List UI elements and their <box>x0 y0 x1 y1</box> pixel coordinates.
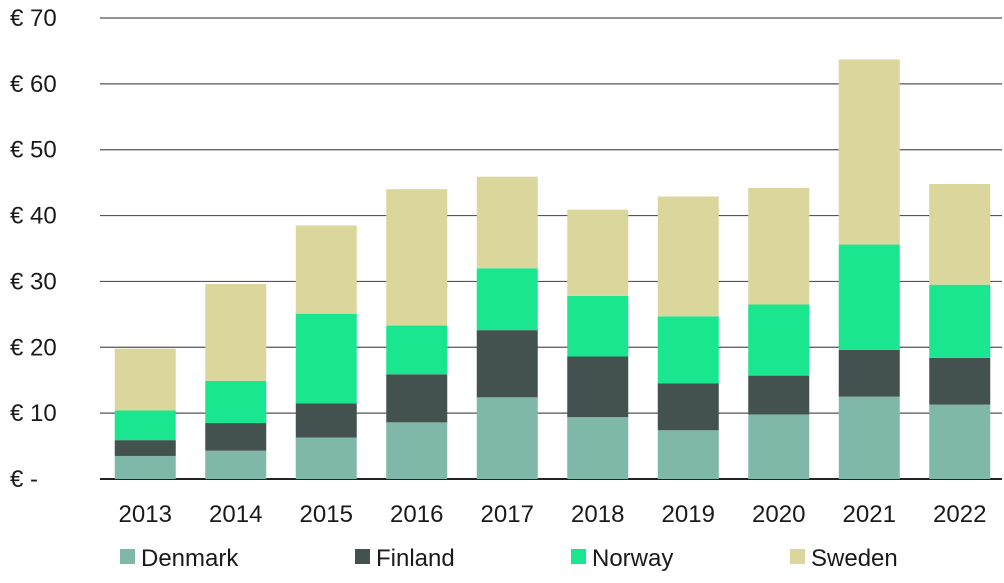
bar-segment-denmark-2022 <box>929 404 991 479</box>
bar-segment-norway-2017 <box>476 268 538 331</box>
legend-label-sweden: Sweden <box>811 545 898 572</box>
bar-segment-sweden-2014 <box>205 284 267 381</box>
bar-segment-norway-2021 <box>838 244 900 350</box>
x-tick-label: 2020 <box>752 501 805 528</box>
bar-segment-finland-2017 <box>476 330 538 398</box>
x-tick-label: 2018 <box>571 501 624 528</box>
bar-segment-finland-2019 <box>657 383 719 431</box>
y-tick-label: € 40 <box>10 203 57 230</box>
bar-segment-finland-2018 <box>567 356 629 418</box>
bar-segment-denmark-2020 <box>748 414 810 479</box>
bar-segment-norway-2015 <box>295 313 357 404</box>
bar-segment-finland-2021 <box>838 349 900 397</box>
bar-segment-norway-2022 <box>929 284 991 358</box>
bar-segment-finland-2015 <box>295 403 357 438</box>
bar-segment-denmark-2018 <box>567 417 629 479</box>
x-tick-label: 2019 <box>662 501 715 528</box>
legend-label-finland: Finland <box>376 545 455 572</box>
legend: Denmark Finland Norway Sweden <box>120 545 898 572</box>
x-tick-label: 2017 <box>481 501 534 528</box>
bar-segment-finland-2013 <box>114 440 176 456</box>
x-tick-label: 2021 <box>843 501 896 528</box>
bar-segment-norway-2018 <box>567 295 629 357</box>
x-tick-label: 2022 <box>933 501 986 528</box>
legend-swatch-sweden <box>790 549 805 564</box>
x-tick-label: 2016 <box>390 501 443 528</box>
bar-segment-denmark-2016 <box>386 422 448 479</box>
bar-segment-finland-2020 <box>748 375 810 415</box>
bar-segment-norway-2020 <box>748 304 810 376</box>
y-tick-label: € 60 <box>10 71 57 98</box>
bar-segment-norway-2019 <box>657 316 719 384</box>
bar-segment-sweden-2017 <box>476 176 538 269</box>
bar-segment-denmark-2015 <box>295 437 357 479</box>
bar-segment-denmark-2014 <box>205 450 267 479</box>
bar-segment-sweden-2018 <box>567 209 629 296</box>
bar-segment-denmark-2021 <box>838 396 900 479</box>
bar-segment-norway-2013 <box>114 410 176 441</box>
bar-segment-sweden-2015 <box>295 225 357 314</box>
y-tick-label: € 30 <box>10 268 57 295</box>
bar-segment-finland-2014 <box>205 423 267 451</box>
bar-segment-denmark-2019 <box>657 430 719 479</box>
bar-segment-sweden-2020 <box>748 187 810 305</box>
x-axis-ticks: 2013 2014 2015 2016 2017 2018 2019 2020 2021 2022 <box>119 501 987 528</box>
bar-segment-finland-2022 <box>929 357 991 405</box>
x-tick-label: 2014 <box>209 501 262 528</box>
legend-label-norway: Norway <box>592 545 673 572</box>
bar-segment-norway-2014 <box>205 380 267 424</box>
x-tick-label: 2013 <box>119 501 172 528</box>
y-tick-label: € - <box>10 466 38 493</box>
bar-segment-denmark-2017 <box>476 397 538 479</box>
legend-label-denmark: Denmark <box>141 545 239 572</box>
legend-swatch-finland <box>355 549 370 564</box>
bars <box>114 59 991 479</box>
bar-segment-sweden-2021 <box>838 59 900 245</box>
bar-segment-sweden-2019 <box>657 196 719 317</box>
y-tick-label: € 20 <box>10 334 57 361</box>
y-tick-label: € 10 <box>10 400 57 427</box>
x-tick-label: 2015 <box>300 501 353 528</box>
legend-swatch-denmark <box>120 549 135 564</box>
bar-segment-finland-2016 <box>386 374 448 423</box>
bar-segment-denmark-2013 <box>114 455 176 479</box>
y-tick-label: € 50 <box>10 137 57 164</box>
legend-swatch-norway <box>571 549 586 564</box>
y-tick-label: € 70 <box>10 5 57 32</box>
bar-segment-sweden-2022 <box>929 183 991 285</box>
bar-segment-sweden-2013 <box>114 348 176 411</box>
bar-segment-norway-2016 <box>386 325 448 375</box>
bar-segment-sweden-2016 <box>386 189 448 326</box>
y-axis-ticks: € 70 € 60 € 50 € 40 € 30 € 20 € 10 € - <box>10 5 57 493</box>
